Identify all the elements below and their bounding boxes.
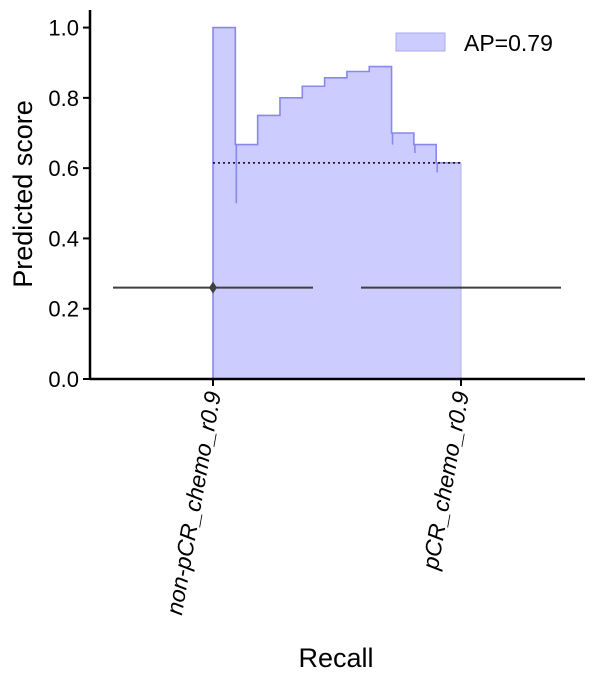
- pr-area: [213, 27, 461, 379]
- y-tick-label-2: 0.4: [48, 226, 79, 251]
- legend: AP=0.79: [395, 30, 553, 56]
- y-tick-label-0: 0.0: [48, 367, 79, 392]
- y-tick-label-5: 1.0: [48, 16, 79, 41]
- legend-label: AP=0.79: [464, 30, 553, 56]
- plot-area: [113, 26, 561, 379]
- x-tick-label-1: pCR_chemo_r0.9: [417, 389, 474, 572]
- y-tick-label-3: 0.6: [48, 156, 79, 181]
- y-axis-title: Predicted score: [8, 100, 38, 288]
- x-tick-label-0: non-pCR_chemo_r0.9: [161, 389, 226, 617]
- y-tick-label-4: 0.8: [48, 86, 79, 111]
- legend-swatch: [395, 32, 446, 52]
- y-tick-label-1: 0.2: [48, 297, 79, 322]
- pr-curve-line: [212, 26, 461, 379]
- outlier-marker-0: [209, 281, 217, 294]
- x-axis-title: Recall: [298, 643, 373, 673]
